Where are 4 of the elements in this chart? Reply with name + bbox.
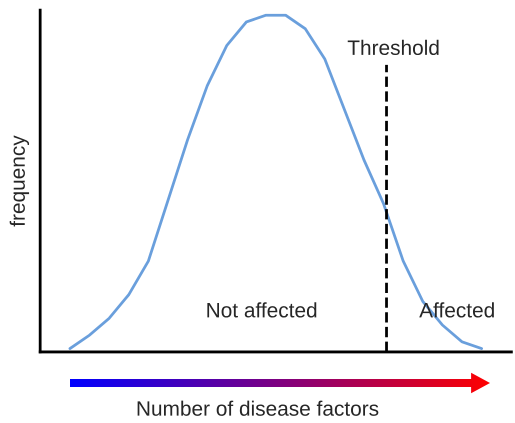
- annotation: Threshold: [348, 40, 439, 56]
- y-axis-title: frequency: [10, 135, 30, 226]
- x-axis-title: Number of disease factors: [138, 400, 378, 416]
- annotation: Not affected: [207, 302, 316, 318]
